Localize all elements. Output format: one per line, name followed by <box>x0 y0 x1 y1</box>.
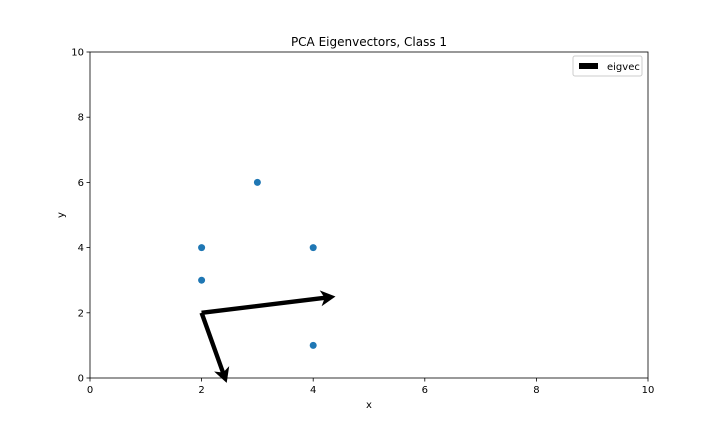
data-point <box>309 341 317 349</box>
legend-arrow-swatch <box>579 63 598 69</box>
x-tick-label: 8 <box>533 385 539 396</box>
x-axis-label: x <box>366 400 372 411</box>
x-axis-ticks: 0 2 4 6 8 10 <box>87 378 655 396</box>
x-tick-label: 10 <box>642 385 655 396</box>
chart-title: PCA Eigenvectors, Class 1 <box>291 35 447 49</box>
data-point <box>309 244 317 252</box>
data-point <box>198 276 206 284</box>
legend: eigvec <box>572 55 643 77</box>
x-tick-label: 0 <box>87 385 93 396</box>
eigvec-arrow-2 <box>199 312 230 383</box>
legend-label-eigvec: eigvec <box>607 62 640 73</box>
data-point <box>253 178 261 186</box>
y-tick-label: 4 <box>78 243 84 254</box>
y-tick-label: 8 <box>78 113 84 124</box>
legend-frame <box>572 55 643 77</box>
y-axis-label: y <box>56 212 67 218</box>
x-tick-label: 6 <box>422 385 428 396</box>
data-point <box>198 244 206 252</box>
y-tick-label: 10 <box>71 48 84 59</box>
y-tick-label: 6 <box>78 178 84 189</box>
y-axis-ticks: 0 2 4 6 8 10 <box>71 48 90 385</box>
y-tick-label: 2 <box>78 308 84 319</box>
x-tick-label: 2 <box>198 385 204 396</box>
eigvec-arrow-1 <box>201 290 336 315</box>
x-tick-label: 4 <box>310 385 316 396</box>
axes-frame <box>89 51 649 379</box>
plot-area <box>89 51 649 383</box>
y-tick-label: 0 <box>78 374 84 385</box>
